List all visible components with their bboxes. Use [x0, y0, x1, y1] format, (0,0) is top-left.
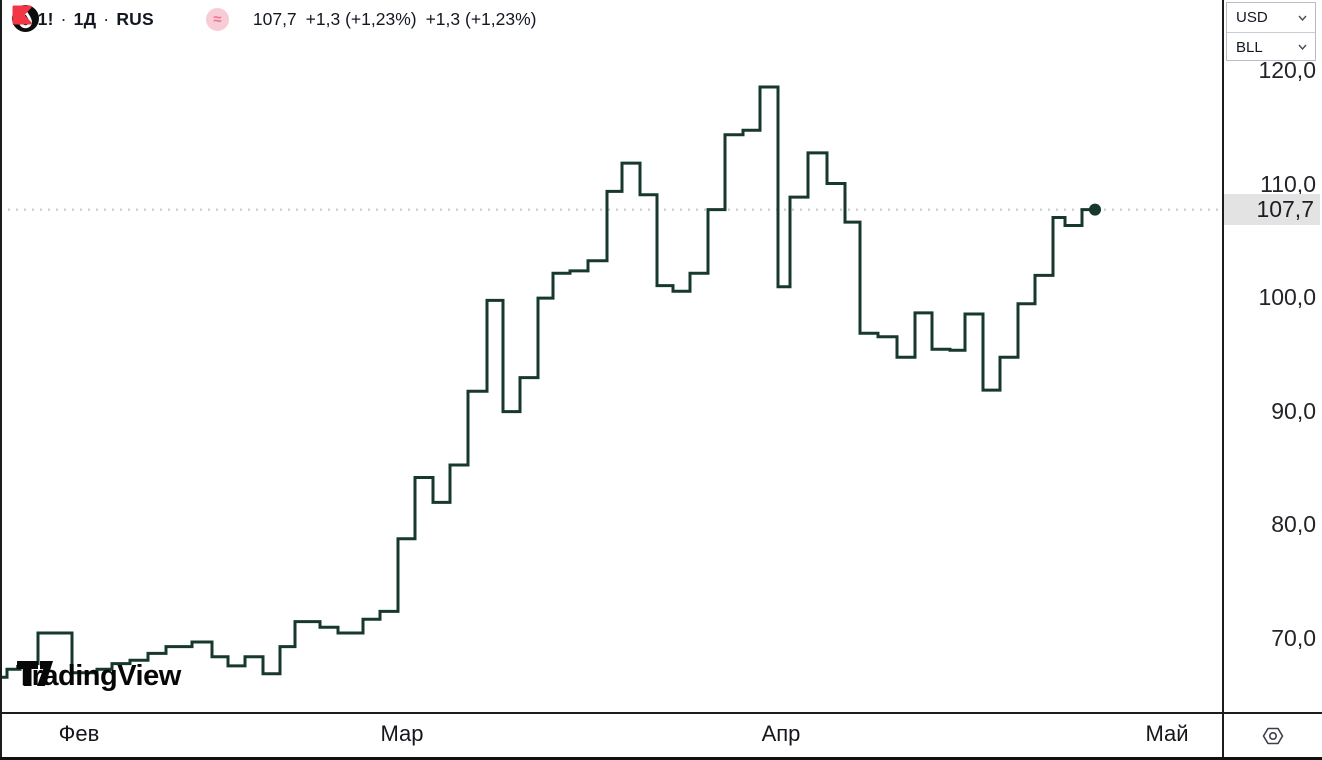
chevron-down-icon [1298, 44, 1307, 50]
price-tick-label: 120,0 [1258, 57, 1316, 83]
currency-unit-button[interactable]: USD [1227, 3, 1315, 32]
month-tick-label: Апр [761, 721, 801, 746]
price-change-value: +1,3 (+1,23%) [305, 8, 417, 29]
price-change-extended-value: +1,3 (+1,23%) [425, 8, 537, 29]
price-chart [0, 85, 1222, 679]
measure-unit-label: BLL [1236, 38, 1263, 56]
measure-unit-button[interactable]: BLL [1227, 32, 1315, 61]
last-price-dot [1089, 203, 1101, 216]
tradingview-watermark[interactable]: TradingView [16, 660, 181, 693]
time-axis-border [0, 712, 1322, 714]
price-axis-scale[interactable]: 107,7 120,0 110,0 100,0 90,0 80,0 70,0 [1224, 0, 1322, 712]
chevron-down-icon [1298, 15, 1307, 21]
window-bottom-edge [0, 757, 1322, 760]
interval-label: 1Д [73, 8, 97, 29]
tradingview-logo-icon [17, 661, 53, 686]
price-step-line-series[interactable] [0, 85, 1097, 679]
window-left-edge [0, 0, 2, 760]
chart-pane[interactable]: TradingView BR1! · 1Д · RUS ≈ 107,7 +1,3… [0, 0, 1222, 712]
price-axis-border [1222, 0, 1224, 757]
price-tick-label: 100,0 [1258, 284, 1316, 310]
month-tick-label: Мар [380, 721, 424, 746]
separator-dot: · [60, 8, 67, 29]
symbol-legend: BR1! · 1Д · RUS ≈ 107,7 +1,3 (+1,23%) +1… [12, 5, 536, 33]
current-price-label: 107,7 [1224, 194, 1320, 225]
month-tick-label: Май [1145, 721, 1189, 746]
gear-nut-icon [1262, 727, 1284, 744]
separator-dot: · [103, 8, 110, 29]
currency-unit-label: USD [1236, 9, 1268, 26]
delayed-data-icon[interactable]: ≈ [205, 7, 229, 31]
exchange-label: RUS [116, 8, 154, 29]
price-tick-label: 80,0 [1271, 511, 1316, 537]
axis-unit-selector: USD BLL [1226, 2, 1316, 61]
market-closed-flag-icon[interactable] [12, 5, 192, 30]
price-tick-label: 110,0 [1260, 171, 1316, 197]
price-tick-label: 70,0 [1271, 625, 1316, 651]
time-axis-scale[interactable]: Фев Мар Апр Май [0, 714, 1222, 757]
price-tick-label: 90,0 [1271, 398, 1316, 424]
month-tick-label: Фев [58, 721, 100, 746]
legend-values: 107,7 +1,3 (+1,23%) +1,3 (+1,23%) [253, 9, 537, 30]
last-price-value: 107,7 [252, 8, 297, 29]
time-axis-settings-button[interactable] [1224, 714, 1322, 757]
